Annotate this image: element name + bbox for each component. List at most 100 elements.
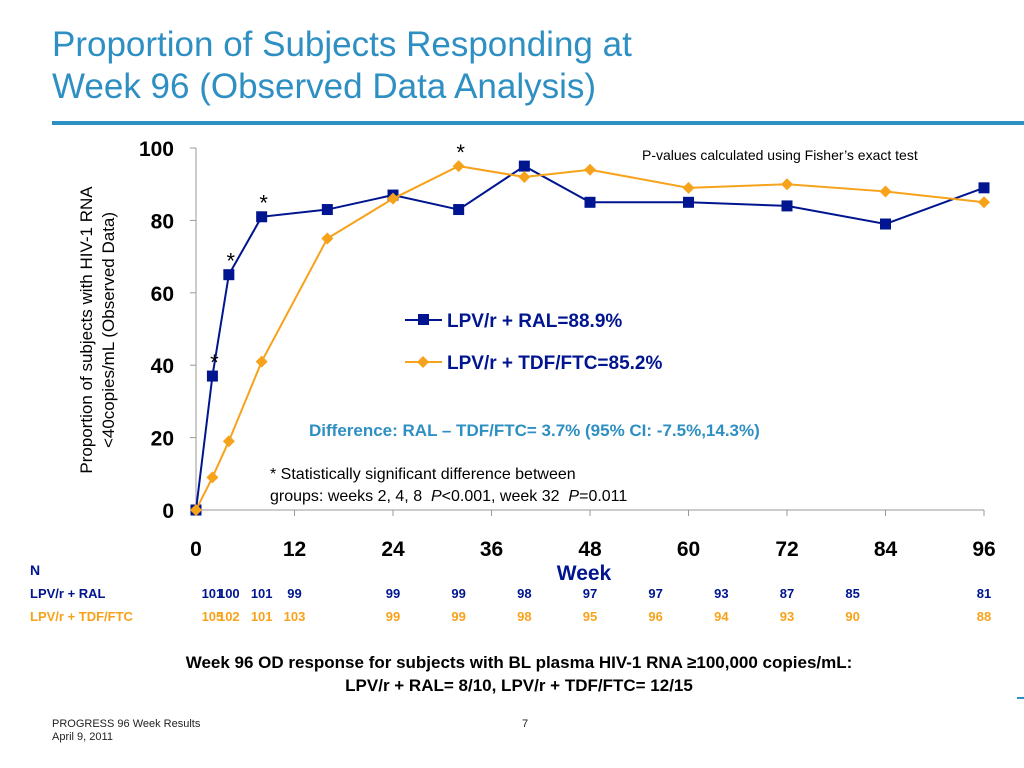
n-table-cell: 101 bbox=[251, 609, 273, 624]
y-axis-label-line-1: Proportion of subjects with HIV-1 RNA bbox=[77, 186, 96, 474]
n-table-cell: 99 bbox=[451, 609, 465, 624]
series-layer bbox=[190, 160, 990, 516]
x-tick-label: 48 bbox=[578, 538, 602, 561]
legend-marker-tdf bbox=[417, 356, 429, 368]
n-table-cell: 105 bbox=[202, 609, 224, 624]
n-table-cell: 90 bbox=[845, 609, 859, 624]
n-table-cell: 99 bbox=[386, 586, 400, 601]
data-point bbox=[452, 160, 465, 173]
n-table-cell: 88 bbox=[977, 609, 991, 624]
n-table-cell: 98 bbox=[517, 586, 531, 601]
x-tick-label: 12 bbox=[283, 538, 306, 561]
data-point bbox=[206, 471, 219, 484]
footer-page-number: 7 bbox=[522, 718, 529, 730]
significance-p-value-2: =0.011 bbox=[579, 488, 627, 505]
n-table-cell: 103 bbox=[284, 609, 306, 624]
x-tick-label: 24 bbox=[381, 538, 405, 561]
data-point bbox=[223, 269, 235, 281]
n-table-row-label-ral: LPV/r + RAL bbox=[30, 586, 106, 601]
series-ral bbox=[190, 160, 990, 516]
significance-asterisk: * bbox=[210, 350, 219, 375]
n-table-cell: 93 bbox=[714, 586, 728, 601]
data-point bbox=[518, 170, 531, 183]
x-axis-ticks: 0 12 24 36 48 60 72 84 96 bbox=[190, 510, 996, 561]
series-line bbox=[195, 164, 985, 511]
data-point bbox=[190, 504, 202, 516]
significance-weeks: groups: weeks 2, 4, 8 bbox=[270, 488, 431, 505]
data-point bbox=[206, 370, 218, 382]
n-table-row-label-tdf: LPV/r + TDF/FTC bbox=[30, 609, 134, 624]
y-tick-label: 80 bbox=[151, 210, 174, 233]
y-tick-label: 60 bbox=[151, 283, 174, 306]
difference-annotation: Difference: RAL – TDF/FTC= 3.7% (95% CI:… bbox=[309, 421, 760, 440]
slide-title: Proportion of Subjects Responding at Wee… bbox=[52, 25, 632, 106]
n-table-cell: 101 bbox=[251, 586, 273, 601]
legend-marker-ral bbox=[418, 314, 429, 325]
n-table-cell: 100 bbox=[218, 586, 240, 601]
data-point bbox=[321, 204, 333, 216]
footer-divider-mark bbox=[1017, 697, 1024, 699]
n-table-cell: 99 bbox=[451, 586, 465, 601]
data-point bbox=[453, 204, 465, 216]
n-table-cell: 101 bbox=[202, 586, 224, 601]
significance-p-symbol-2: P bbox=[568, 488, 579, 505]
n-table-cell: 87 bbox=[780, 586, 794, 601]
n-table-cell: 98 bbox=[517, 609, 531, 624]
y-axis-label-line-2: <40copies/mL (Observed Data) bbox=[99, 212, 118, 448]
data-point bbox=[255, 355, 268, 368]
y-tick-label: 20 bbox=[151, 428, 174, 451]
data-point bbox=[781, 178, 793, 191]
significance-asterisk: * bbox=[259, 191, 268, 216]
summary-line-1: Week 96 OD response for subjects with BL… bbox=[186, 653, 853, 672]
significance-markers: * * * * bbox=[210, 140, 465, 375]
x-tick-label: 96 bbox=[972, 538, 995, 561]
significance-note-line-2: groups: weeks 2, 4, 8 P<0.001, week 32 P… bbox=[270, 488, 627, 505]
data-point bbox=[584, 163, 596, 176]
data-point bbox=[682, 181, 695, 194]
summary-line-2: LPV/r + RAL= 8/10, LPV/r + TDF/FTC= 12/1… bbox=[345, 676, 693, 695]
significance-p-symbol-1: P bbox=[431, 488, 442, 505]
x-tick-label: 72 bbox=[775, 538, 798, 561]
y-tick-label: 40 bbox=[151, 355, 174, 378]
x-tick-label: 84 bbox=[874, 538, 898, 561]
x-tick-label: 36 bbox=[480, 538, 503, 561]
n-table-cell: 99 bbox=[386, 609, 400, 624]
title-divider bbox=[52, 121, 1024, 125]
data-point bbox=[518, 160, 530, 172]
n-table-cell: 102 bbox=[218, 609, 240, 624]
n-table-cell: 95 bbox=[583, 609, 597, 624]
series-tdf-ftc bbox=[190, 160, 990, 516]
n-table-cell: 94 bbox=[714, 609, 729, 624]
data-point bbox=[256, 211, 268, 223]
data-point bbox=[321, 232, 334, 245]
legend-label-tdf: LPV/r + TDF/FTC=85.2% bbox=[447, 353, 662, 374]
n-table-cell: 97 bbox=[648, 586, 662, 601]
footer-date: April 9, 2011 bbox=[52, 731, 113, 743]
n-table-cell: 85 bbox=[845, 586, 859, 601]
data-point bbox=[978, 196, 990, 209]
n-table-cell: 97 bbox=[583, 586, 597, 601]
data-point bbox=[222, 435, 235, 448]
data-point bbox=[978, 182, 990, 194]
significance-asterisk: * bbox=[456, 140, 465, 165]
significance-p-value-1: <0.001, week 32 bbox=[442, 488, 569, 505]
data-point bbox=[880, 218, 891, 230]
data-point bbox=[879, 185, 892, 198]
data-point bbox=[387, 192, 399, 205]
n-table-cell: 93 bbox=[780, 609, 794, 624]
legend: LPV/r + RAL=88.9% LPV/r + TDF/FTC=85.2% bbox=[405, 311, 662, 374]
data-point bbox=[781, 200, 793, 212]
legend-entry-tdf: LPV/r + TDF/FTC=85.2% bbox=[405, 353, 662, 374]
y-tick-label: 0 bbox=[162, 500, 174, 523]
series-line bbox=[195, 165, 985, 511]
data-point bbox=[683, 196, 694, 208]
significance-note-line-1: * Statistically significant difference b… bbox=[270, 466, 576, 483]
pvalue-note: P-values calculated using Fisher’s exact… bbox=[642, 147, 918, 163]
y-tick-label: 100 bbox=[139, 138, 174, 161]
n-table-header: N bbox=[30, 562, 40, 578]
response-line-chart: 0 20 40 60 80 100 0 12 24 36 48 60 72 84 96 Proportio… bbox=[30, 138, 996, 695]
legend-entry-ral: LPV/r + RAL=88.9% bbox=[405, 311, 622, 332]
legend-label-ral: LPV/r + RAL=88.9% bbox=[447, 311, 622, 332]
